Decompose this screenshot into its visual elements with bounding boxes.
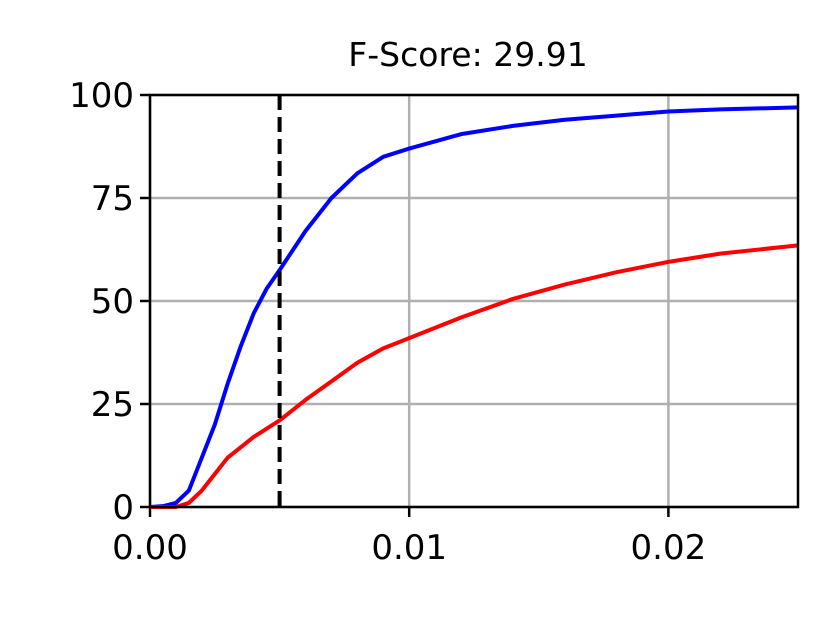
x-tick-label: 0.01 [371, 528, 447, 568]
axes-frame [148, 93, 800, 509]
y-tick-label: 75 [91, 179, 134, 219]
series-line [149, 105, 799, 509]
y-tick-label: 25 [91, 385, 134, 425]
y-tick-label: 100 [69, 76, 134, 116]
series-line [150, 243, 799, 509]
x-tick-label: 0.02 [631, 528, 707, 568]
y-tick-label: 0 [112, 488, 134, 528]
chart-title: F-Score: 29.91 [348, 35, 587, 74]
x-tick-label: 0.00 [112, 528, 188, 568]
y-tick-label: 50 [91, 282, 134, 322]
